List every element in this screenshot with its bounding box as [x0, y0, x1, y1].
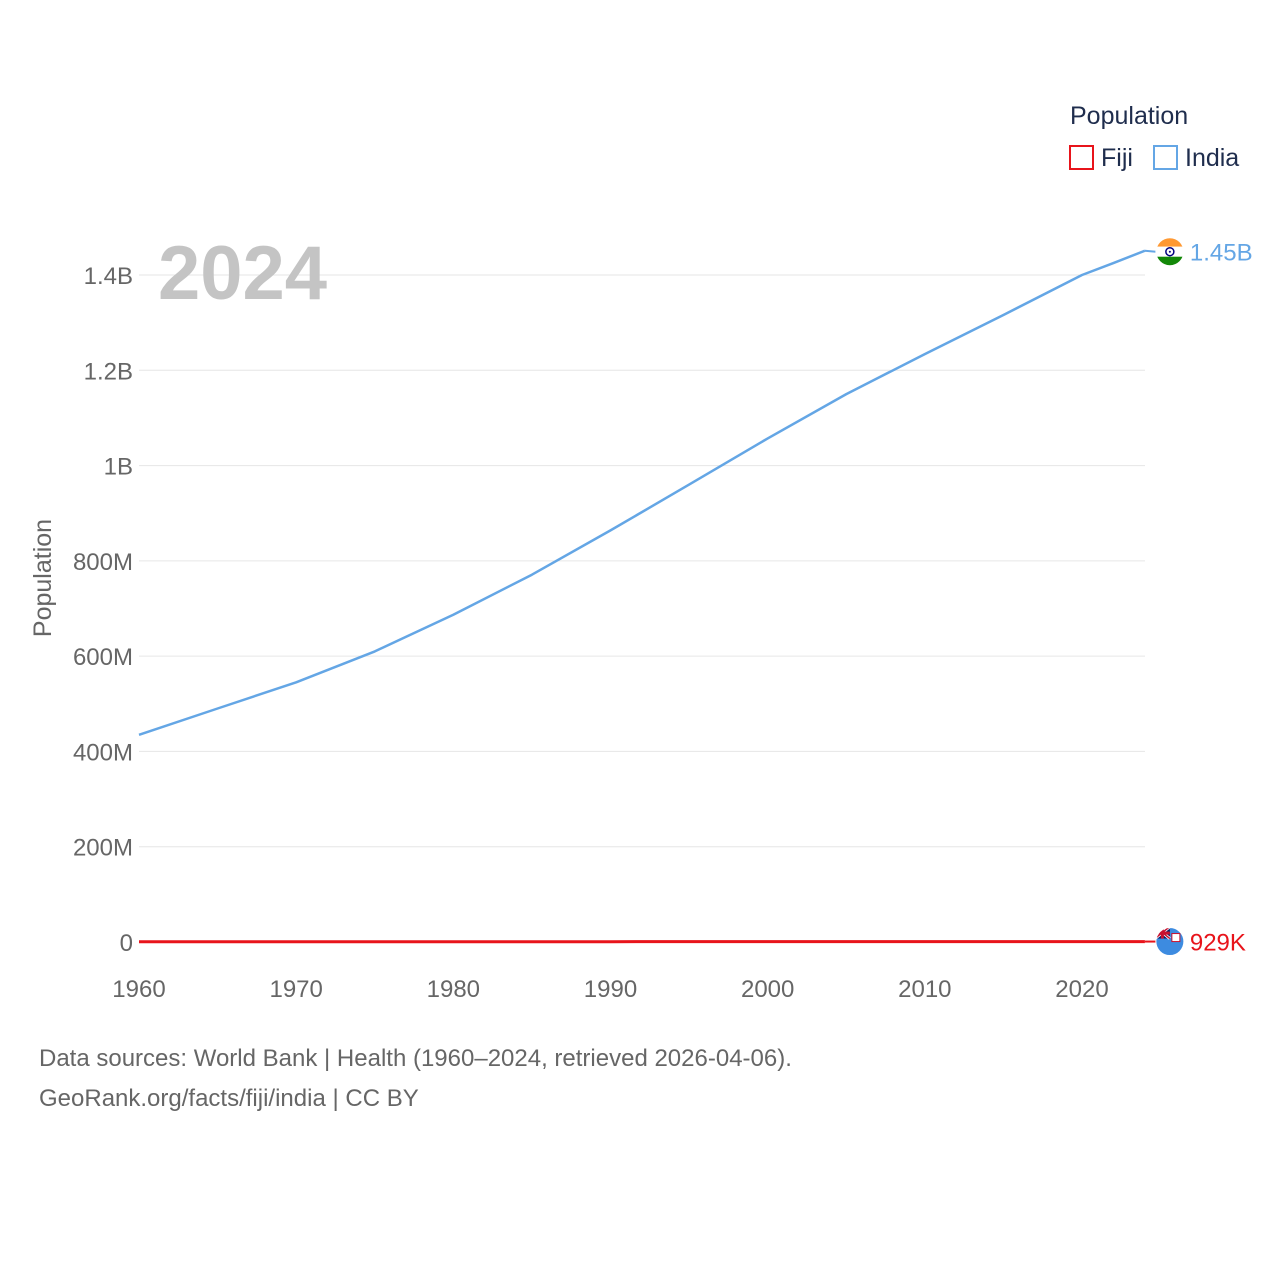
- legend-item-india[interactable]: India: [1153, 144, 1239, 172]
- x-tick-label: 1970: [269, 976, 322, 1003]
- end-value-label-fiji: 929K: [1190, 930, 1246, 957]
- series-end-markers: 929K 1.45B: [1144, 237, 1253, 957]
- x-axis-ticks: 1960 1970 1980 1990 2000 2010 2020: [112, 976, 1108, 1003]
- legend-swatch-fiji: [1069, 145, 1094, 170]
- x-tick-label: 1990: [584, 976, 637, 1003]
- series-lines: [138, 249, 1146, 944]
- legend-title: Population: [1070, 102, 1188, 130]
- legend-label-fiji: Fiji: [1101, 144, 1133, 172]
- y-axis-title: Population: [29, 519, 57, 637]
- x-tick-label: 2010: [898, 976, 951, 1003]
- y-tick-label: 1.2B: [84, 358, 133, 385]
- y-tick-label: 0: [120, 930, 133, 957]
- year-label: 2024: [158, 231, 327, 316]
- india-flag-icon: [1155, 237, 1185, 267]
- legend: Population Fiji India: [1069, 102, 1239, 172]
- legend-swatch-india: [1153, 145, 1178, 170]
- y-axis-ticks: 0 200M 400M 600M 800M 1B 1.2B 1.4B: [73, 263, 133, 957]
- y-tick-label: 1B: [104, 454, 133, 481]
- footer-sources: Data sources: World Bank | Health (1960–…: [39, 1045, 792, 1072]
- y-tick-label: 800M: [73, 549, 133, 576]
- x-tick-label: 2000: [741, 976, 794, 1003]
- y-tick-label: 1.4B: [84, 263, 133, 290]
- x-tick-label: 1980: [427, 976, 480, 1003]
- end-value-label-india: 1.45B: [1190, 240, 1253, 267]
- series-line-india: [138, 249, 1146, 736]
- fiji-flag-icon: [1155, 927, 1185, 957]
- end-connector-india: [1144, 249, 1156, 253]
- y-tick-label: 400M: [73, 739, 133, 766]
- y-tick-label: 600M: [73, 644, 133, 671]
- x-tick-label: 2020: [1055, 976, 1108, 1003]
- footer-attribution: GeoRank.org/facts/fiji/india | CC BY: [39, 1085, 419, 1112]
- legend-label-india: India: [1185, 144, 1239, 172]
- y-tick-label: 200M: [73, 835, 133, 862]
- gridlines: [139, 274, 1145, 848]
- x-tick-label: 1960: [112, 976, 165, 1003]
- legend-item-fiji[interactable]: Fiji: [1069, 144, 1133, 172]
